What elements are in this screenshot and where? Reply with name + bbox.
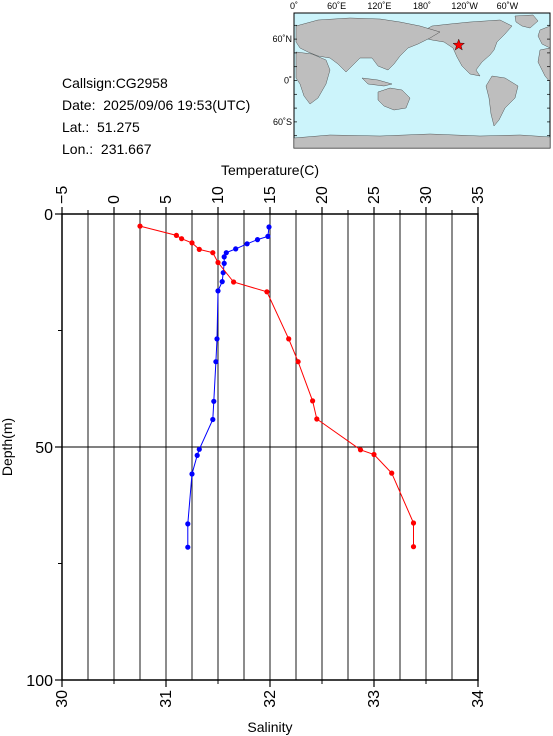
temperature-axis-title: Temperature(C) xyxy=(221,162,319,178)
map-lon-tick-label: 60˚W xyxy=(497,1,519,11)
temperature-point xyxy=(244,241,250,247)
temperature-point xyxy=(223,250,229,256)
temperature-point xyxy=(220,270,226,276)
temperature-point xyxy=(196,446,202,452)
map-land xyxy=(293,14,551,149)
salinity-tick-label: 30 xyxy=(54,690,71,708)
series-layer xyxy=(137,223,417,550)
depth-tick-label: 0 xyxy=(44,207,53,224)
temperature-tick-label: 0 xyxy=(106,195,123,204)
temperature-point xyxy=(214,336,220,342)
temperature-tick-label: 25 xyxy=(366,186,383,204)
salinity-point xyxy=(295,359,301,365)
temperature-line xyxy=(187,226,270,548)
temperature-tick-label: 30 xyxy=(418,186,435,204)
temperature-point xyxy=(219,279,225,285)
salinity-point xyxy=(215,259,221,266)
map-lat-tick-label: 0˚ xyxy=(284,76,292,86)
temperature-tick-label: 10 xyxy=(210,186,227,204)
salinity-point xyxy=(210,250,216,256)
depth-axis-title: Depth(m) xyxy=(0,418,15,476)
land-australia xyxy=(377,87,411,111)
station-info: Callsign:CG2958 Date: 2025/09/06 19:53(U… xyxy=(62,72,250,160)
map-lon-tick-label: 180˚ xyxy=(413,1,431,11)
temperature-point xyxy=(189,471,195,477)
latitude-label: Lat.: 51.275 xyxy=(62,119,140,135)
temperature-point xyxy=(221,254,227,260)
salinity-point xyxy=(410,520,417,526)
temperature-axis: −5 0 5 10 15 20 25 30 35 xyxy=(54,186,487,214)
temperature-point xyxy=(215,288,221,294)
depth-tick-label: 100 xyxy=(26,673,53,690)
salinity-point xyxy=(179,236,185,242)
salinity-point xyxy=(410,544,417,550)
land-eurasia xyxy=(295,17,441,73)
map-lat-tick-label: 60˚S xyxy=(273,117,292,127)
temperature-point xyxy=(210,416,216,423)
land-greenland xyxy=(514,14,539,29)
salinity-point xyxy=(173,232,179,238)
temperature-point xyxy=(211,398,217,404)
temperature-point xyxy=(265,233,271,239)
salinity-point xyxy=(137,223,143,229)
salinity-point xyxy=(231,279,237,285)
land-africa-west xyxy=(537,47,551,83)
temperature-point xyxy=(213,359,219,365)
location-map: 0˚ 60˚E 120˚E 180˚ 120˚W 60˚W 60˚N 0˚ 60˚S xyxy=(272,1,551,149)
salinity-series xyxy=(137,223,417,550)
land-south-america xyxy=(485,75,519,127)
temperature-point xyxy=(221,260,227,266)
salinity-point xyxy=(286,336,292,342)
temperature-tick-label: 20 xyxy=(314,186,331,204)
map-lon-tick-label: 60˚E xyxy=(327,1,346,11)
salinity-point xyxy=(189,240,195,246)
land-antarctica xyxy=(293,133,551,149)
temperature-tick-label: −5 xyxy=(54,186,71,204)
temperature-point xyxy=(233,246,239,252)
salinity-point xyxy=(196,246,202,252)
salinity-tick-label: 32 xyxy=(262,690,279,708)
salinity-line xyxy=(139,225,414,547)
plot-frame xyxy=(61,213,479,681)
temperature-tick-label: 15 xyxy=(262,186,279,204)
map-lat-ticks: 60˚N 0˚ 60˚S xyxy=(272,24,550,137)
land-indonesia xyxy=(361,77,393,87)
salinity-axis: 30 31 32 33 34 xyxy=(54,680,487,708)
temperature-point xyxy=(185,521,191,527)
salinity-point xyxy=(357,447,364,453)
salinity-axis-title: Salinity xyxy=(247,719,292,735)
temperature-tick-label: 5 xyxy=(158,195,175,204)
map-lon-tick-label: 0˚ xyxy=(290,1,298,11)
salinity-tick-label: 31 xyxy=(158,690,175,708)
chart-grid xyxy=(62,214,478,680)
salinity-point xyxy=(371,451,377,458)
salinity-tick-label: 33 xyxy=(366,690,383,708)
longitude-label: Lon.: 231.667 xyxy=(62,141,152,157)
temperature-point xyxy=(185,544,191,550)
land-africa xyxy=(295,51,331,105)
temperature-series xyxy=(185,224,272,550)
salinity-point xyxy=(310,398,316,404)
salinity-tick-label: 34 xyxy=(470,690,487,708)
land-europe-west xyxy=(537,25,551,49)
callsign-label: Callsign:CG2958 xyxy=(62,75,168,91)
depth-axis: 0 50 100 xyxy=(26,207,62,690)
temperature-point xyxy=(266,224,272,230)
temperature-tick-label: 35 xyxy=(470,186,487,204)
map-lon-tick-label: 120˚W xyxy=(451,1,478,11)
temperature-point xyxy=(194,452,200,458)
date-label: Date: 2025/09/06 19:53(UTC) xyxy=(62,97,251,113)
depth-tick-label: 50 xyxy=(35,440,53,457)
station-star-icon xyxy=(452,38,465,51)
map-lon-tick-label: 120˚E xyxy=(367,1,391,11)
land-north-america xyxy=(417,19,513,77)
temperature-point xyxy=(254,237,261,243)
salinity-point xyxy=(314,416,320,422)
salinity-point xyxy=(389,470,395,476)
map-lat-tick-label: 60˚N xyxy=(272,34,292,44)
salinity-point xyxy=(264,289,270,295)
